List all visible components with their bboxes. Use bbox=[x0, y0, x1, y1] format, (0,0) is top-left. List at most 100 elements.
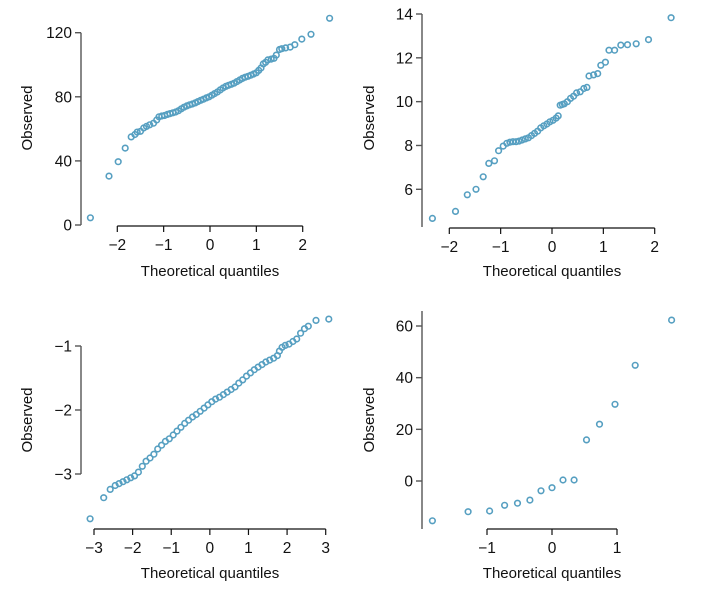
data-point bbox=[297, 329, 305, 337]
data-point bbox=[146, 121, 154, 129]
data-point bbox=[512, 138, 520, 146]
x-tick-label: −3 bbox=[85, 540, 103, 557]
x-tick-label: 1 bbox=[613, 540, 622, 557]
data-point bbox=[582, 436, 591, 444]
data-point bbox=[278, 45, 286, 53]
panel-1-y-axis-title: Observed bbox=[19, 85, 36, 150]
data-point bbox=[158, 441, 166, 449]
panel-3-y-axis: −3 −2 −1 bbox=[54, 339, 82, 484]
data-point bbox=[239, 376, 247, 384]
data-point bbox=[130, 472, 139, 480]
y-tick-label: 20 bbox=[396, 422, 414, 439]
data-point bbox=[173, 427, 181, 435]
panel-1-x-axis: −2 −1 0 1 2 bbox=[108, 225, 307, 254]
data-point bbox=[464, 508, 472, 516]
data-point bbox=[490, 157, 499, 165]
data-point bbox=[282, 44, 290, 52]
data-point bbox=[513, 499, 522, 507]
data-point bbox=[134, 468, 142, 476]
data-point bbox=[150, 450, 158, 458]
panel-2-y-axis: 6 8 10 12 14 bbox=[396, 7, 423, 227]
data-point bbox=[293, 335, 301, 343]
data-point bbox=[86, 515, 94, 523]
y-tick-label: 10 bbox=[396, 94, 414, 111]
data-point bbox=[133, 128, 141, 136]
panel-2-y-axis-title: Observed bbox=[361, 85, 378, 150]
data-point bbox=[100, 494, 108, 502]
panel-2-x-axis-title: Theoretical quantiles bbox=[483, 263, 621, 280]
x-tick-label: 0 bbox=[548, 540, 557, 557]
panel-3-points bbox=[86, 315, 333, 523]
data-point bbox=[326, 14, 334, 22]
data-point bbox=[291, 41, 299, 49]
panel-4-y-axis-title: Observed bbox=[361, 387, 378, 452]
panel-1-x-axis-title: Theoretical quantiles bbox=[141, 263, 279, 280]
data-point bbox=[554, 112, 562, 120]
x-tick-label: 1 bbox=[244, 540, 253, 557]
x-tick-label: −2 bbox=[108, 237, 126, 254]
data-point bbox=[537, 487, 545, 495]
data-point bbox=[312, 316, 320, 325]
y-tick-label: −2 bbox=[54, 403, 72, 420]
data-point bbox=[86, 214, 94, 222]
x-tick-label: −1 bbox=[155, 237, 173, 254]
x-tick-label: −1 bbox=[162, 540, 180, 557]
data-point bbox=[106, 485, 114, 494]
panel-4-x-axis-title: Theoretical quantiles bbox=[483, 565, 621, 582]
data-point bbox=[428, 214, 437, 222]
x-tick-label: 1 bbox=[599, 239, 608, 256]
data-point bbox=[611, 400, 619, 408]
y-tick-label: −3 bbox=[54, 467, 72, 484]
panel-1-points bbox=[86, 14, 334, 222]
y-tick-label: 0 bbox=[404, 474, 413, 491]
data-point bbox=[610, 46, 619, 54]
data-point bbox=[463, 191, 471, 199]
data-point bbox=[479, 173, 487, 181]
data-point bbox=[281, 341, 289, 350]
data-point bbox=[105, 172, 113, 180]
data-point bbox=[146, 454, 154, 462]
data-point bbox=[667, 14, 675, 22]
x-tick-label: −1 bbox=[492, 239, 510, 256]
data-point bbox=[177, 423, 185, 431]
data-point bbox=[428, 517, 437, 525]
y-tick-label: 0 bbox=[63, 218, 72, 235]
data-point bbox=[644, 35, 653, 44]
x-tick-label: 0 bbox=[206, 237, 215, 254]
data-point bbox=[594, 69, 602, 78]
x-tick-label: −1 bbox=[478, 540, 496, 557]
data-point bbox=[264, 56, 272, 64]
data-point bbox=[114, 158, 122, 166]
data-point bbox=[601, 58, 610, 66]
x-tick-label: 0 bbox=[548, 239, 557, 256]
data-point bbox=[572, 89, 581, 97]
y-tick-label: −1 bbox=[54, 339, 72, 356]
data-point bbox=[495, 147, 503, 155]
data-point bbox=[548, 484, 556, 492]
data-point bbox=[486, 507, 494, 515]
x-tick-label: 0 bbox=[206, 540, 215, 557]
y-tick-label: 6 bbox=[404, 182, 413, 199]
data-point bbox=[298, 35, 306, 43]
data-point bbox=[526, 496, 534, 504]
y-tick-label: 8 bbox=[404, 138, 413, 155]
data-point bbox=[623, 41, 632, 49]
panel-3-x-axis-title: Theoretical quantiles bbox=[141, 565, 279, 582]
data-point bbox=[325, 315, 333, 323]
panel-2-points bbox=[428, 14, 675, 222]
data-point bbox=[231, 383, 239, 391]
data-point bbox=[165, 435, 173, 443]
data-point bbox=[559, 476, 567, 484]
data-point bbox=[583, 83, 591, 91]
data-point bbox=[570, 476, 578, 484]
panel-3: −3−2−1 −3 −2 −1 0 1 2 3 Theoretical quantiles … bbox=[19, 315, 333, 582]
panel-1-y-axis: 0 40 80 120 bbox=[46, 25, 82, 235]
panel-4: 0 20 40 60 −1 0 1 Theoretical quantiles Obser… bbox=[361, 311, 676, 582]
y-tick-label: 60 bbox=[396, 319, 414, 336]
data-point bbox=[451, 207, 460, 215]
data-point bbox=[138, 462, 146, 470]
y-tick-label: 120 bbox=[46, 25, 72, 42]
panel-3-x-axis: −3 −2 −1 0 1 2 3 bbox=[85, 528, 330, 557]
